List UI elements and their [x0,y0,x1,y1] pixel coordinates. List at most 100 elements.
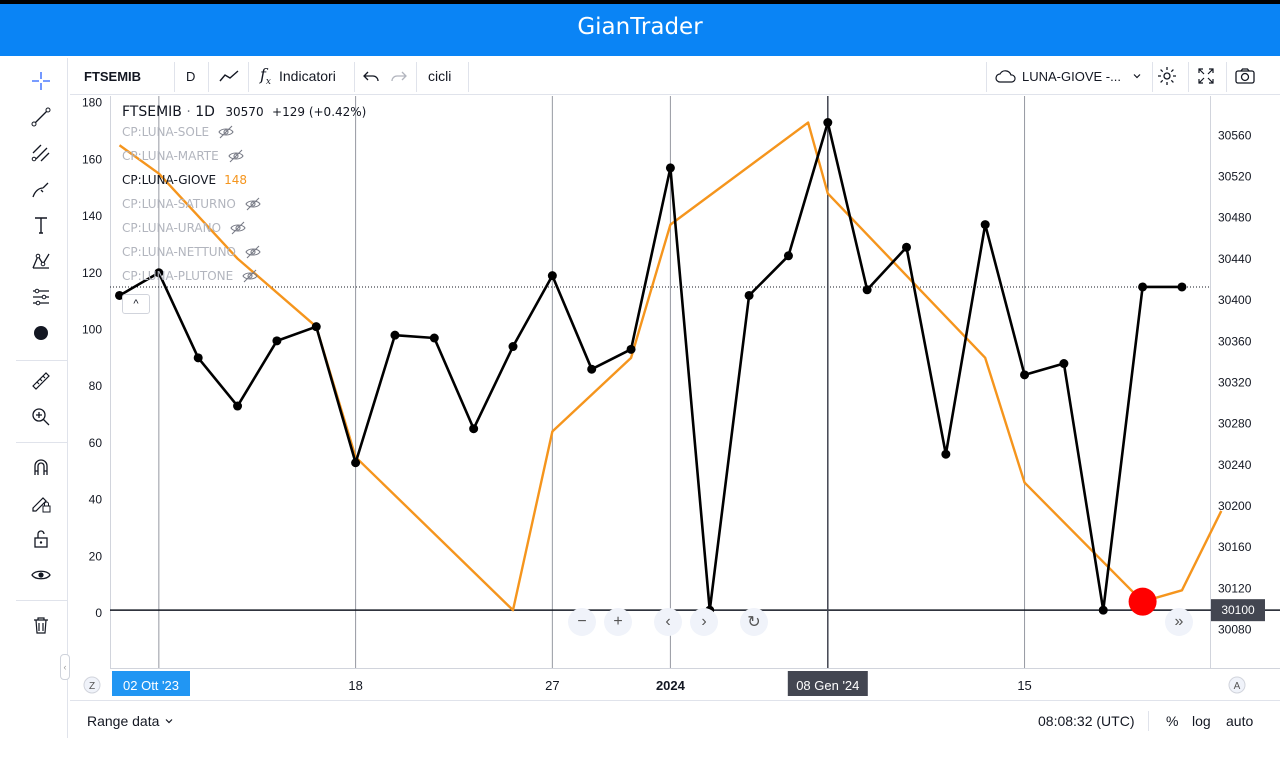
price-point[interactable] [390,330,400,340]
indicator-row[interactable]: CP:LUNA-SATURNO [122,192,366,216]
legend-interval: 1D [195,104,215,120]
right-axis-tick-label: 30440 [1218,252,1252,266]
price-point[interactable] [862,285,872,295]
price-point[interactable] [115,290,124,300]
eye-off-icon[interactable] [230,221,246,235]
unlock-icon[interactable] [26,524,56,554]
camera-icon[interactable] [1234,58,1256,94]
chart-type-icon[interactable] [218,58,240,94]
eye-off-icon[interactable] [218,125,234,139]
indicator-label: CP:LUNA-NETTUNO [122,245,236,259]
price-point[interactable] [744,290,754,300]
collapse-toolbar-button[interactable]: ‹ [60,654,70,680]
dot-icon[interactable] [26,318,56,348]
toolbar-divider [1188,62,1189,92]
scale-a-button[interactable] [1228,676,1246,694]
toolbar-divider [468,62,469,92]
crosshair-icon[interactable] [26,66,56,96]
price-point[interactable] [1138,282,1148,292]
price-point[interactable] [311,322,321,332]
price-point[interactable] [1059,359,1069,369]
undo-icon[interactable] [362,58,380,94]
price-point[interactable] [626,344,636,354]
price-chart[interactable]: 0 20 40 60 80 100 120 140 160 180 30080 30120 30160 3… [70,96,1280,700]
zoom-in-icon[interactable] [26,402,56,432]
price-point[interactable] [941,449,951,459]
eye-off-icon[interactable] [242,269,258,283]
layout-label: LUNA-GIOVE -... [1022,68,1121,84]
settings-gear-icon[interactable] [1156,58,1178,94]
eye-off-icon[interactable] [245,245,261,259]
prediction-icon[interactable] [26,282,56,312]
legend-collapse-button[interactable]: ^ [122,294,150,314]
price-point[interactable] [902,242,911,252]
interval-button[interactable]: D [186,68,196,84]
right-axis-tick-label: 30120 [1218,581,1252,595]
price-point[interactable] [508,342,518,352]
eye-icon[interactable] [26,560,56,590]
time-tick-label: 18 [348,678,362,693]
eye-off-icon[interactable] [245,197,261,211]
indicator-row[interactable]: CP:LUNA-SOLE [122,120,366,144]
price-point[interactable] [980,220,990,230]
app-title: GianTrader [577,14,703,40]
price-point[interactable] [587,364,597,374]
left-axis-tick-label: 60 [89,436,103,450]
percent-scale-toggle[interactable]: % [1166,713,1179,729]
price-point[interactable] [783,251,793,261]
trash-icon[interactable] [26,610,56,640]
ruler-icon[interactable] [26,366,56,396]
eye-off-icon[interactable] [228,149,244,163]
layout-dropdown[interactable]: LUNA-GIOVE -... [994,58,1143,94]
reset-chart-button[interactable]: ↻ [740,608,768,636]
price-point[interactable] [272,336,282,346]
price-point[interactable] [1177,282,1187,292]
pattern-icon[interactable] [26,246,56,276]
price-point[interactable] [823,118,833,128]
redo-icon[interactable] [390,58,408,94]
scroll-right-button[interactable]: › [690,608,718,636]
indicator-row[interactable]: CP:LUNA-NETTUNO [122,240,366,264]
indicator-row[interactable]: CP:LUNA-GIOVE 148 [122,168,366,192]
scroll-to-end-button[interactable]: » [1165,608,1193,636]
symbol-search-button[interactable]: FTSEMIB [84,68,142,84]
text-icon[interactable] [26,210,56,240]
left-axis-tick-label: 100 [82,323,102,337]
price-point[interactable] [351,458,361,468]
log-scale-toggle[interactable]: log [1192,713,1211,729]
fullscreen-icon[interactable] [1196,58,1216,94]
magnet-icon[interactable] [26,452,56,482]
price-point[interactable] [429,333,439,343]
price-point[interactable] [665,163,675,173]
price-point[interactable] [1020,370,1030,380]
cicli-button[interactable]: cicli [428,68,452,84]
price-point[interactable] [1098,605,1108,615]
lock-drawing-icon[interactable] [26,488,56,518]
indicator-label: CP:LUNA-SOLE [122,125,210,139]
indicators-button[interactable]: fx Indicatori [260,58,336,94]
scale-z-button[interactable] [83,676,101,694]
price-point[interactable] [154,268,164,278]
price-point[interactable] [193,353,203,363]
fib-retracement-icon[interactable] [26,138,56,168]
zoom-in-button[interactable]: + [604,608,632,636]
price-point[interactable] [469,424,479,434]
zoom-out-button[interactable]: − [568,608,596,636]
indicator-label: CP:LUNA-PLUTONE [122,269,234,283]
price-point[interactable] [233,401,243,411]
chart-pane[interactable]: 0 20 40 60 80 100 120 140 160 180 30080 30120 30160 3… [70,96,1280,700]
highlight-point[interactable] [1128,587,1157,616]
clock-display[interactable]: 08:08:32 (UTC) [1038,713,1135,729]
price-point[interactable] [547,271,557,281]
bottom-bar: Range data 08:08:32 (UTC) % log auto [70,700,1280,740]
right-axis-tick-label: 30400 [1218,293,1252,307]
range-data-dropdown[interactable]: Range data [87,701,175,741]
indicator-row[interactable]: CP:LUNA-MARTE [122,144,366,168]
auto-scale-toggle[interactable]: auto [1226,713,1254,729]
drawing-toolbar [14,58,68,738]
indicator-row[interactable]: CP:LUNA-PLUTONE [122,264,366,288]
brush-icon[interactable] [26,174,56,204]
indicator-row[interactable]: CP:LUNA-URANO [122,216,366,240]
scroll-left-button[interactable]: ‹ [654,608,682,636]
trend-line-icon[interactable] [26,102,56,132]
